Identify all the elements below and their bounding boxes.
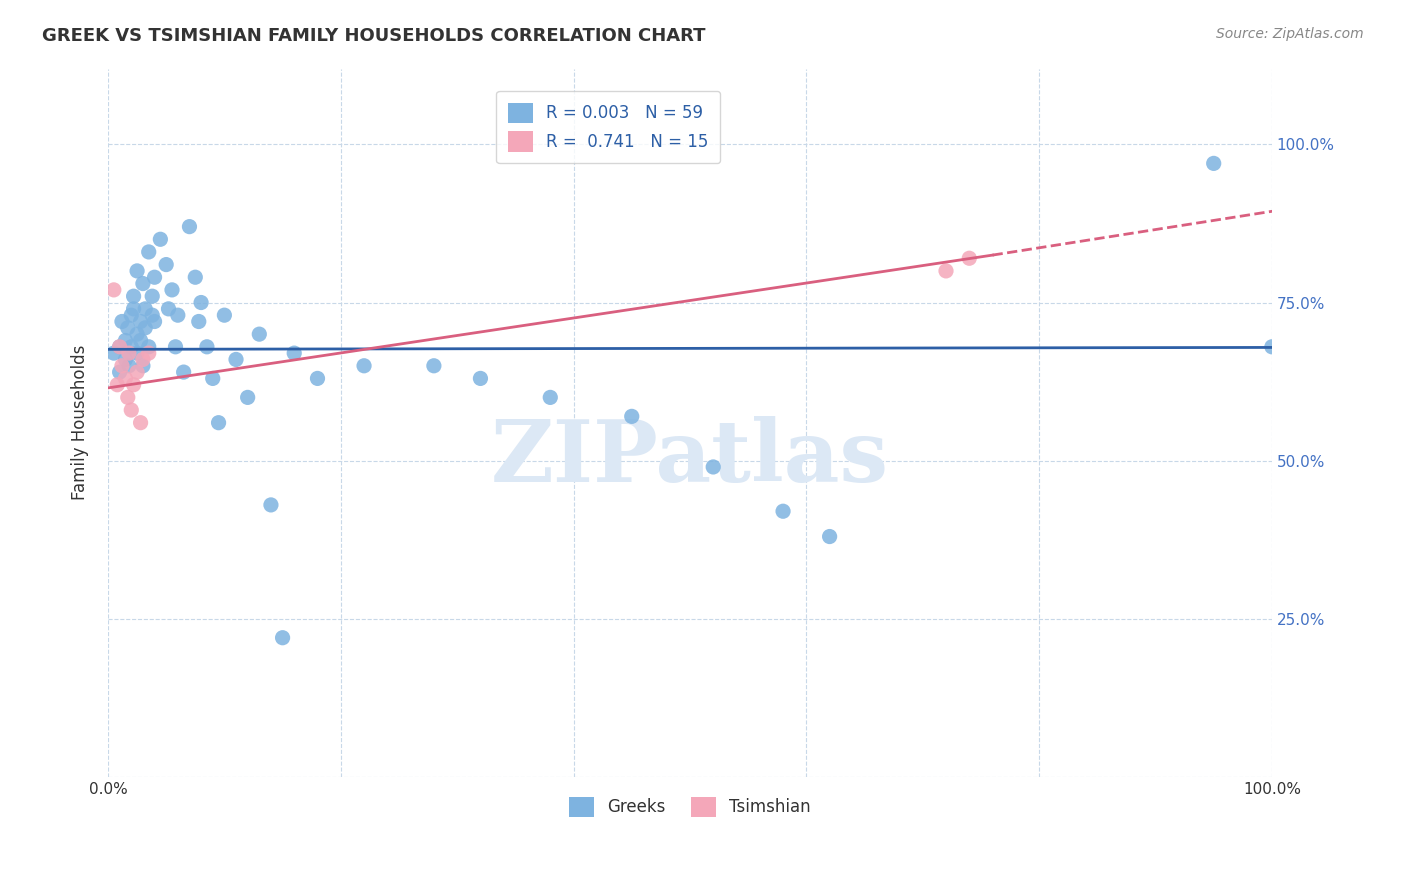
Point bbox=[129, 334, 152, 348]
Point bbox=[236, 391, 259, 405]
Point bbox=[620, 409, 643, 424]
Point bbox=[283, 346, 305, 360]
Point bbox=[103, 346, 125, 360]
Point bbox=[134, 301, 156, 316]
Text: Source: ZipAtlas.com: Source: ZipAtlas.com bbox=[1216, 27, 1364, 41]
Point bbox=[127, 346, 149, 360]
Point bbox=[423, 359, 446, 373]
Point bbox=[353, 359, 375, 373]
Point bbox=[114, 371, 136, 385]
Point bbox=[111, 359, 134, 373]
Point bbox=[129, 314, 152, 328]
Point bbox=[195, 340, 218, 354]
Point bbox=[141, 308, 163, 322]
Point bbox=[935, 264, 957, 278]
Point bbox=[149, 232, 172, 246]
Point bbox=[127, 327, 149, 342]
Point bbox=[307, 371, 329, 385]
Point bbox=[120, 308, 142, 322]
Point bbox=[122, 301, 145, 316]
Point bbox=[225, 352, 247, 367]
Point bbox=[247, 327, 270, 342]
Text: ZIPatlas: ZIPatlas bbox=[491, 416, 889, 500]
Point bbox=[173, 365, 195, 379]
Legend: Greeks, Tsimshian: Greeks, Tsimshian bbox=[561, 789, 820, 825]
Point bbox=[260, 498, 283, 512]
Point bbox=[127, 264, 149, 278]
Point bbox=[120, 340, 142, 354]
Point bbox=[103, 283, 125, 297]
Point bbox=[187, 314, 209, 328]
Point bbox=[1261, 340, 1284, 354]
Point bbox=[138, 340, 160, 354]
Point bbox=[122, 289, 145, 303]
Point bbox=[190, 295, 212, 310]
Point bbox=[166, 308, 188, 322]
Point bbox=[143, 314, 166, 328]
Point bbox=[818, 529, 841, 543]
Point bbox=[538, 391, 561, 405]
Point bbox=[120, 403, 142, 417]
Point bbox=[132, 277, 155, 291]
Point bbox=[117, 321, 139, 335]
Point bbox=[108, 365, 131, 379]
Point bbox=[118, 359, 141, 373]
Point bbox=[132, 352, 155, 367]
Point bbox=[114, 352, 136, 367]
Point bbox=[179, 219, 201, 234]
Point bbox=[132, 359, 155, 373]
Point bbox=[772, 504, 794, 518]
Point bbox=[134, 321, 156, 335]
Point bbox=[143, 270, 166, 285]
Point bbox=[160, 283, 183, 297]
Point bbox=[122, 377, 145, 392]
Point bbox=[114, 334, 136, 348]
Point bbox=[201, 371, 224, 385]
Point bbox=[155, 258, 177, 272]
Point bbox=[214, 308, 236, 322]
Point bbox=[271, 631, 294, 645]
Point bbox=[184, 270, 207, 285]
Point bbox=[138, 346, 160, 360]
Point bbox=[117, 391, 139, 405]
Point bbox=[105, 377, 128, 392]
Y-axis label: Family Households: Family Households bbox=[72, 345, 89, 500]
Point bbox=[108, 340, 131, 354]
Point bbox=[470, 371, 492, 385]
Point bbox=[957, 252, 980, 266]
Point bbox=[157, 301, 180, 316]
Point bbox=[138, 244, 160, 259]
Point bbox=[111, 314, 134, 328]
Text: GREEK VS TSIMSHIAN FAMILY HOUSEHOLDS CORRELATION CHART: GREEK VS TSIMSHIAN FAMILY HOUSEHOLDS COR… bbox=[42, 27, 706, 45]
Point bbox=[141, 289, 163, 303]
Point bbox=[129, 416, 152, 430]
Point bbox=[207, 416, 229, 430]
Point bbox=[118, 346, 141, 360]
Point bbox=[127, 365, 149, 379]
Point bbox=[1202, 156, 1225, 170]
Point bbox=[165, 340, 187, 354]
Point bbox=[702, 460, 724, 475]
Point bbox=[108, 340, 131, 354]
